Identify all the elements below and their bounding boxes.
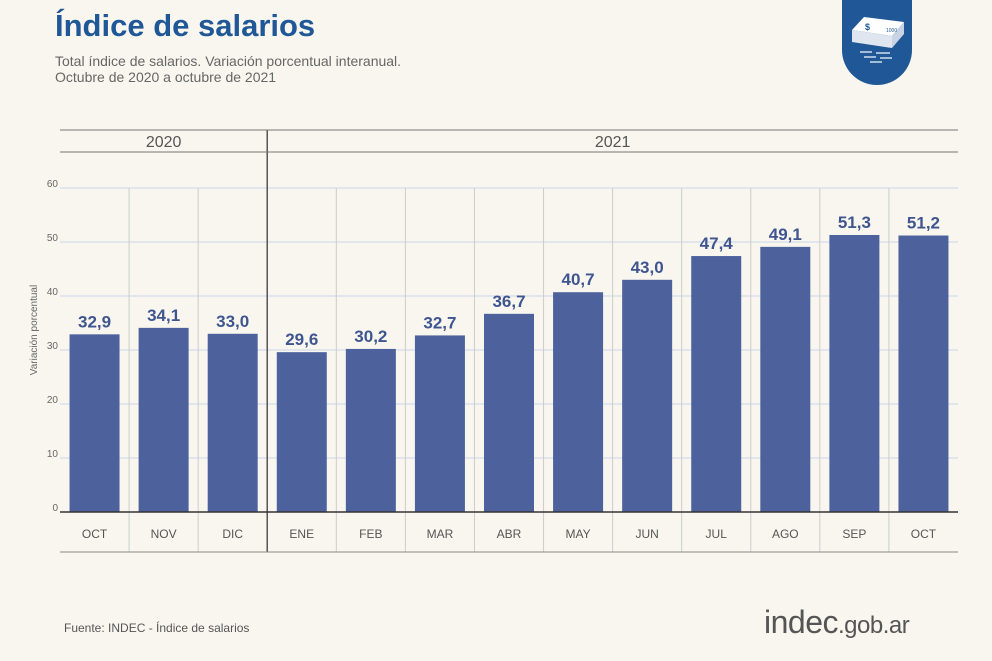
bar <box>414 335 465 512</box>
data-label: 34,1 <box>147 306 180 325</box>
data-label: 33,0 <box>216 312 249 331</box>
x-tick-label: OCT <box>82 527 108 541</box>
x-tick-label: NOV <box>151 527 177 541</box>
bar <box>691 256 742 512</box>
x-tick-label: AGO <box>772 527 799 541</box>
bar <box>69 334 120 512</box>
x-tick-label: SEP <box>842 527 866 541</box>
svg-text:1000: 1000 <box>886 28 897 34</box>
y-tick-label: 50 <box>47 233 59 244</box>
svg-text:$: $ <box>865 22 870 32</box>
year-label: 2021 <box>595 134 631 151</box>
data-label: 29,6 <box>285 330 318 349</box>
data-label: 43,0 <box>631 258 664 277</box>
bar <box>760 246 811 513</box>
bar <box>207 333 258 512</box>
data-label: 51,3 <box>838 213 871 232</box>
bar <box>345 348 396 512</box>
year-label: 2020 <box>146 134 182 151</box>
y-axis-label: Variación porcentual <box>29 285 40 375</box>
bar <box>138 327 189 512</box>
x-tick-label: ENE <box>289 527 314 541</box>
x-tick-label: MAR <box>427 527 454 541</box>
bar <box>622 279 673 512</box>
bar <box>276 352 327 512</box>
data-label: 32,9 <box>78 312 111 331</box>
bar <box>484 313 534 512</box>
indec-logo[interactable]: indec.gob.ar <box>764 604 910 641</box>
money-stack-icon: $ 1000 <box>842 0 912 85</box>
y-tick-label: 60 <box>47 179 59 190</box>
x-tick-label: ABR <box>497 527 522 541</box>
bar <box>898 235 949 512</box>
x-tick-label: JUL <box>706 527 728 541</box>
y-tick-label: 20 <box>47 395 59 406</box>
data-label: 51,2 <box>907 214 940 233</box>
bar <box>829 234 880 513</box>
logo-suffix: .gob.ar <box>838 612 910 639</box>
bar <box>553 292 604 512</box>
x-tick-label: OCT <box>911 527 937 541</box>
data-label: 32,7 <box>423 313 456 332</box>
data-label: 40,7 <box>562 270 595 289</box>
data-label: 30,2 <box>354 327 387 346</box>
x-tick-label: FEB <box>359 527 382 541</box>
x-tick-label: JUN <box>635 527 658 541</box>
page-title: Índice de salarios <box>55 8 316 43</box>
data-label: 36,7 <box>492 292 525 311</box>
subtitle: Total índice de salarios. Variación porc… <box>55 53 402 69</box>
subtitle-period: Octubre de 2020 a octubre de 2021 <box>55 69 277 85</box>
source-note: Fuente: INDEC - Índice de salarios <box>64 621 250 635</box>
logo-main: indec <box>764 604 839 640</box>
data-label: 47,4 <box>700 234 734 253</box>
y-tick-label: 10 <box>47 449 59 460</box>
data-label: 49,1 <box>769 225 802 244</box>
y-tick-label: 40 <box>47 287 59 298</box>
x-tick-label: MAY <box>566 527 591 541</box>
y-tick-label: 0 <box>52 503 58 514</box>
x-tick-label: DIC <box>222 527 243 541</box>
y-tick-label: 30 <box>47 341 59 352</box>
